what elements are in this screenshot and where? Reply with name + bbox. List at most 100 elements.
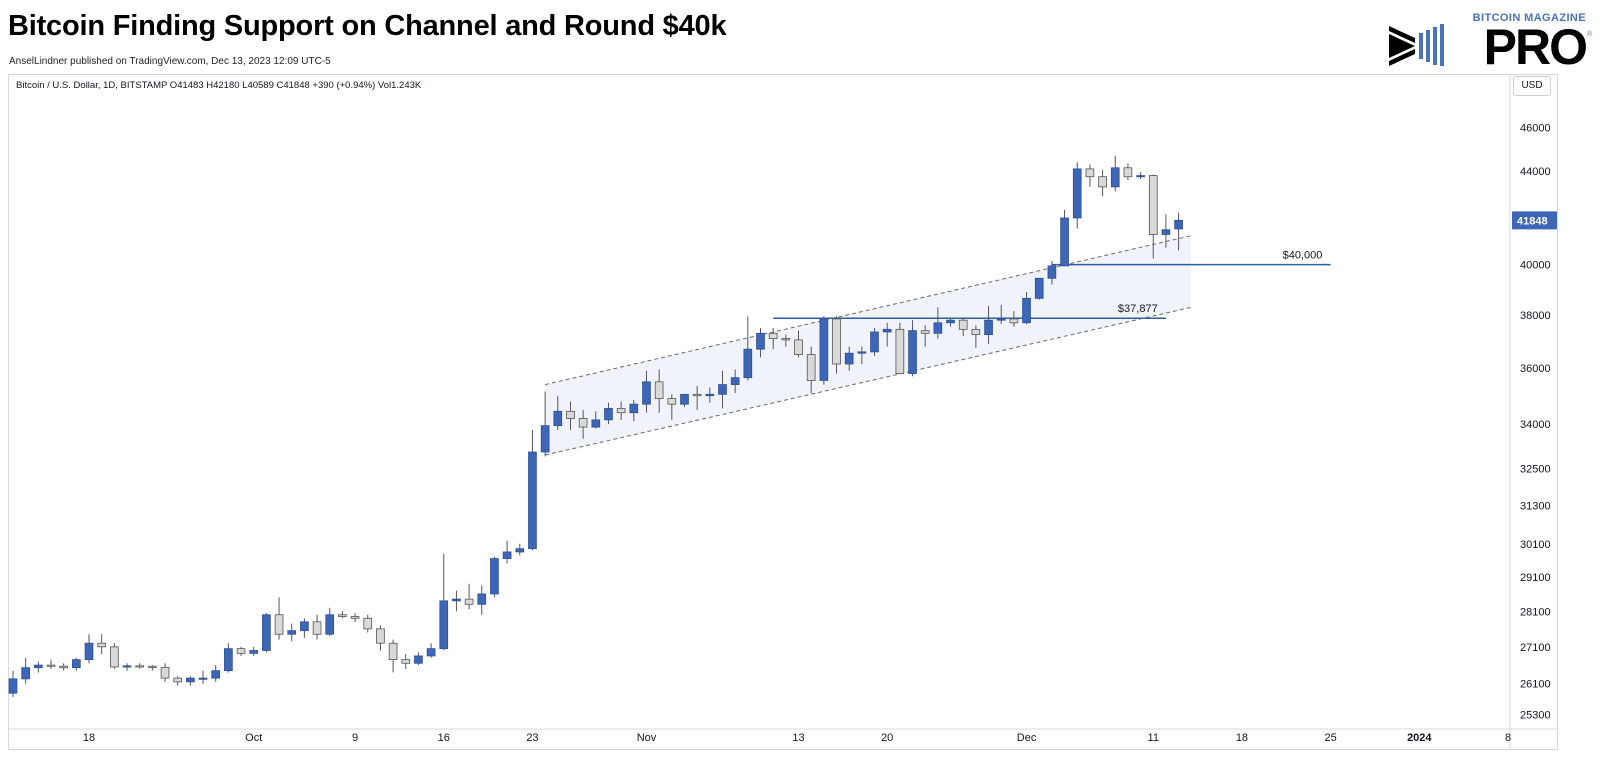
candle[interactable] [477, 593, 487, 605]
candle[interactable] [490, 558, 499, 595]
candle[interactable] [8, 678, 18, 694]
candle[interactable] [160, 666, 170, 679]
candle[interactable] [236, 648, 246, 654]
candle[interactable] [958, 319, 968, 330]
candle[interactable] [135, 665, 145, 668]
candle[interactable] [312, 621, 322, 635]
candle[interactable] [376, 628, 385, 644]
candle[interactable] [794, 339, 803, 355]
candle[interactable] [730, 377, 740, 385]
candle[interactable] [895, 328, 905, 374]
candle[interactable] [198, 677, 208, 680]
candle[interactable] [388, 642, 398, 660]
candle[interactable] [616, 408, 626, 414]
candle[interactable] [1034, 277, 1044, 299]
candle[interactable] [566, 410, 575, 419]
candle[interactable] [502, 551, 512, 559]
candle[interactable] [1047, 265, 1057, 279]
candle[interactable] [654, 381, 664, 399]
candle[interactable] [59, 665, 69, 669]
currency-button[interactable]: USD [1513, 76, 1551, 96]
chart-title: Bitcoin Finding Support on Channel and R… [8, 10, 727, 42]
candle[interactable] [705, 393, 715, 397]
candle[interactable] [540, 425, 550, 453]
candle[interactable] [72, 659, 81, 669]
candle[interactable] [667, 398, 677, 405]
candle[interactable] [300, 621, 309, 632]
candle[interactable] [46, 664, 56, 667]
time-tick-label: 9 [352, 732, 358, 744]
candle[interactable] [464, 598, 474, 605]
candle[interactable] [34, 664, 43, 669]
candle[interactable] [224, 648, 233, 672]
candle[interactable] [325, 614, 335, 635]
candle[interactable] [1098, 176, 1107, 188]
candle[interactable] [338, 614, 347, 617]
candle[interactable] [528, 451, 537, 550]
candle[interactable] [1060, 217, 1069, 267]
candle[interactable] [1009, 318, 1019, 324]
candle[interactable] [857, 351, 867, 354]
candle[interactable] [439, 600, 449, 650]
candle[interactable] [882, 328, 892, 333]
candle[interactable] [186, 677, 195, 683]
candle[interactable] [756, 332, 765, 350]
candle[interactable] [984, 319, 993, 335]
candle[interactable] [249, 650, 259, 654]
candle[interactable] [1136, 175, 1145, 178]
candle[interactable] [642, 381, 651, 405]
candle[interactable] [173, 677, 183, 683]
candle[interactable] [97, 642, 107, 648]
candle[interactable] [262, 614, 271, 651]
candle[interactable] [287, 630, 297, 635]
candle[interactable] [870, 331, 879, 353]
candle[interactable] [401, 659, 411, 664]
candle[interactable] [363, 617, 373, 630]
candle[interactable] [844, 352, 854, 365]
candle[interactable] [452, 598, 461, 602]
candle[interactable] [604, 408, 613, 421]
candle[interactable] [211, 670, 221, 679]
candle[interactable] [629, 403, 639, 414]
candle[interactable] [148, 665, 157, 668]
candle[interactable] [350, 616, 360, 619]
brand-stripes-icon [1389, 24, 1444, 66]
candle[interactable] [718, 384, 727, 395]
candle[interactable] [832, 318, 841, 365]
candle[interactable] [1022, 297, 1031, 324]
candle[interactable] [515, 548, 525, 553]
candle[interactable] [110, 646, 119, 668]
candle[interactable] [414, 655, 423, 664]
candle[interactable] [920, 330, 930, 334]
candle[interactable] [1148, 175, 1158, 235]
candle[interactable] [1085, 168, 1095, 178]
candle[interactable] [274, 614, 284, 635]
candle[interactable] [1110, 167, 1120, 188]
candle[interactable] [591, 419, 601, 428]
price-tick-label: 29100 [1520, 572, 1551, 584]
candle[interactable] [1072, 168, 1082, 219]
candle[interactable] [996, 318, 1006, 321]
candle[interactable] [908, 330, 917, 374]
candle[interactable] [946, 319, 955, 324]
candle[interactable] [743, 348, 753, 379]
candle[interactable] [806, 354, 816, 381]
candle[interactable] [781, 338, 791, 341]
candle[interactable] [768, 332, 778, 339]
candle[interactable] [426, 648, 436, 657]
candle[interactable] [578, 418, 588, 428]
candle[interactable] [122, 665, 132, 668]
candle[interactable] [933, 322, 943, 334]
candle[interactable] [553, 410, 563, 427]
candle[interactable] [1161, 229, 1171, 235]
candle[interactable] [84, 642, 94, 660]
candle[interactable] [680, 393, 689, 405]
candle[interactable] [1123, 167, 1133, 178]
channel-upper-line [545, 235, 1192, 386]
candle[interactable] [1174, 219, 1183, 230]
candle[interactable] [971, 328, 981, 335]
candle[interactable] [21, 667, 30, 680]
candle[interactable] [819, 318, 829, 381]
candle[interactable] [692, 393, 702, 397]
